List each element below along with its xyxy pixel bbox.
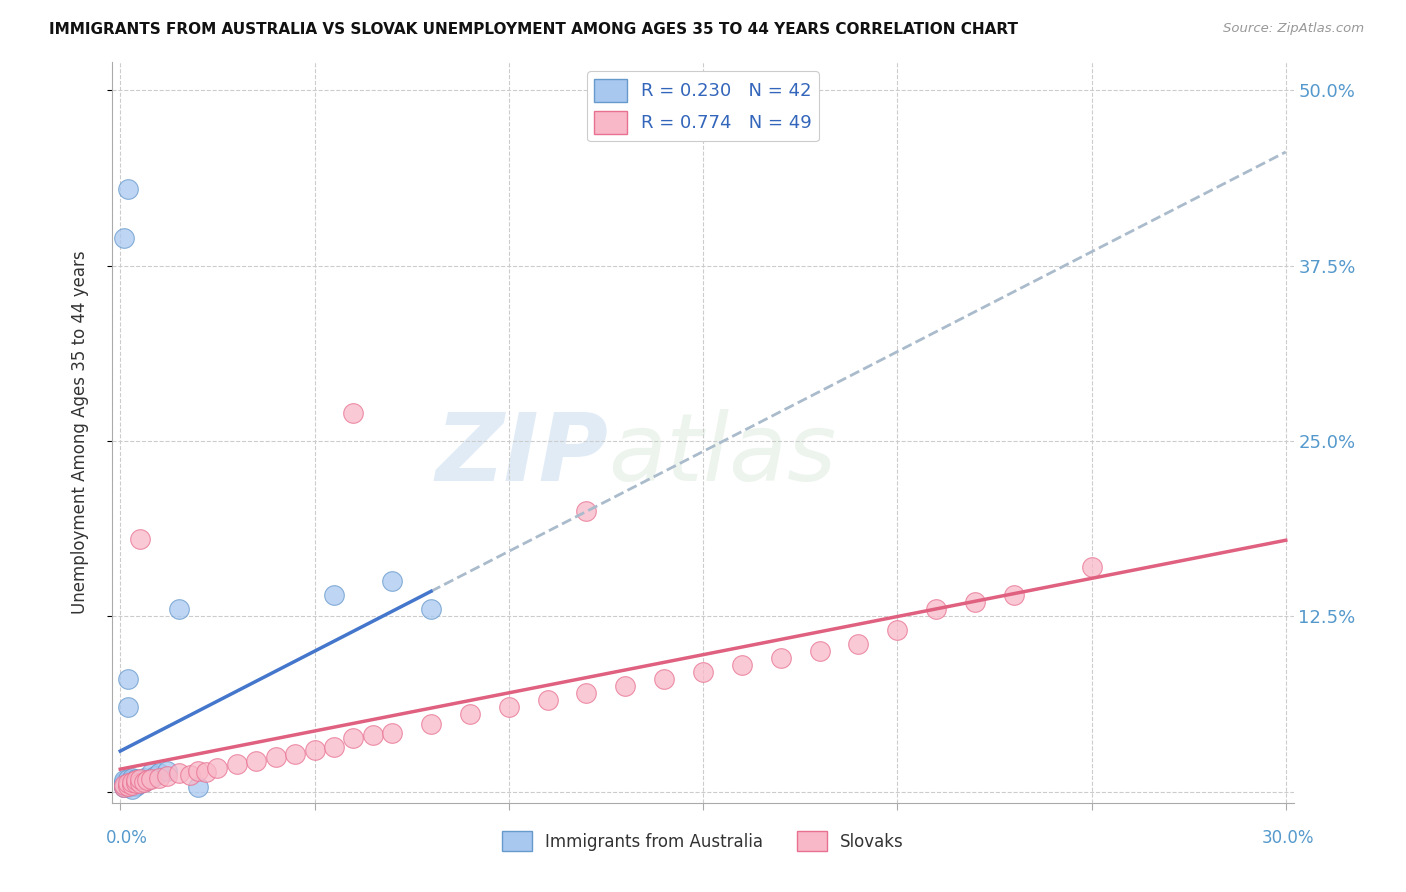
Point — [187, 780, 209, 795]
Point — [848, 637, 870, 651]
Point — [117, 778, 139, 792]
Point — [361, 729, 384, 743]
Point — [245, 754, 267, 768]
Point — [117, 673, 139, 687]
Point — [1002, 588, 1025, 602]
Point — [498, 700, 520, 714]
Point — [112, 773, 135, 788]
Point — [121, 774, 143, 789]
Point — [143, 769, 166, 783]
Text: 30.0%: 30.0% — [1263, 829, 1315, 847]
Point — [121, 773, 143, 788]
Point — [125, 774, 148, 789]
Point — [128, 776, 150, 790]
Point — [117, 780, 139, 795]
Point — [194, 764, 217, 779]
Text: Source: ZipAtlas.com: Source: ZipAtlas.com — [1223, 22, 1364, 36]
Point — [156, 769, 179, 783]
Point — [117, 779, 139, 793]
Point — [121, 771, 143, 785]
Point — [112, 780, 135, 795]
Point — [148, 771, 170, 785]
Text: IMMIGRANTS FROM AUSTRALIA VS SLOVAK UNEMPLOYMENT AMONG AGES 35 TO 44 YEARS CORRE: IMMIGRANTS FROM AUSTRALIA VS SLOVAK UNEM… — [49, 22, 1018, 37]
Point — [125, 772, 148, 786]
Point — [132, 774, 155, 789]
Point — [121, 781, 143, 796]
Point — [117, 776, 139, 790]
Point — [179, 768, 201, 782]
Point — [925, 602, 948, 616]
Point — [187, 764, 209, 778]
Point — [117, 779, 139, 793]
Point — [381, 574, 404, 589]
Point — [342, 731, 364, 746]
Point — [128, 776, 150, 790]
Point — [692, 665, 714, 680]
Point — [112, 778, 135, 792]
Point — [125, 773, 148, 788]
Point — [121, 779, 143, 793]
Point — [264, 749, 287, 764]
Legend: Immigrants from Australia, Slovaks: Immigrants from Australia, Slovaks — [495, 825, 911, 857]
Point — [128, 773, 150, 788]
Point — [125, 779, 148, 793]
Point — [284, 747, 307, 761]
Point — [575, 686, 598, 700]
Point — [886, 624, 908, 638]
Point — [112, 230, 135, 244]
Point — [136, 773, 159, 788]
Point — [652, 673, 675, 687]
Point — [769, 651, 792, 665]
Point — [121, 776, 143, 790]
Point — [128, 772, 150, 786]
Point — [342, 406, 364, 420]
Point — [125, 778, 148, 792]
Point — [731, 658, 754, 673]
Text: ZIP: ZIP — [436, 409, 609, 500]
Point — [963, 595, 986, 609]
Point — [225, 756, 247, 771]
Point — [167, 766, 190, 780]
Point — [458, 707, 481, 722]
Point — [117, 772, 139, 786]
Point — [141, 772, 163, 786]
Text: 0.0%: 0.0% — [105, 829, 148, 847]
Text: atlas: atlas — [609, 409, 837, 500]
Point — [117, 181, 139, 195]
Point — [167, 602, 190, 616]
Point — [575, 504, 598, 518]
Point — [536, 693, 558, 707]
Point — [136, 773, 159, 788]
Point — [121, 778, 143, 792]
Point — [207, 761, 229, 775]
Point — [117, 776, 139, 790]
Point — [141, 766, 163, 780]
Point — [1080, 560, 1102, 574]
Point — [125, 776, 148, 790]
Point — [304, 742, 326, 756]
Point — [112, 780, 135, 795]
Y-axis label: Unemployment Among Ages 35 to 44 years: Unemployment Among Ages 35 to 44 years — [70, 251, 89, 615]
Point — [112, 780, 135, 795]
Point — [420, 717, 443, 731]
Point — [156, 764, 179, 778]
Point — [112, 778, 135, 792]
Point — [112, 776, 135, 790]
Point — [141, 771, 163, 785]
Point — [614, 680, 637, 694]
Point — [420, 602, 443, 616]
Point — [132, 774, 155, 789]
Point — [117, 700, 139, 714]
Point — [381, 725, 404, 739]
Point — [132, 771, 155, 785]
Point — [112, 779, 135, 793]
Point — [148, 766, 170, 780]
Point — [128, 532, 150, 546]
Point — [323, 739, 346, 754]
Point — [323, 588, 346, 602]
Point — [117, 774, 139, 789]
Point — [121, 778, 143, 792]
Point — [808, 644, 831, 658]
Point — [112, 774, 135, 789]
